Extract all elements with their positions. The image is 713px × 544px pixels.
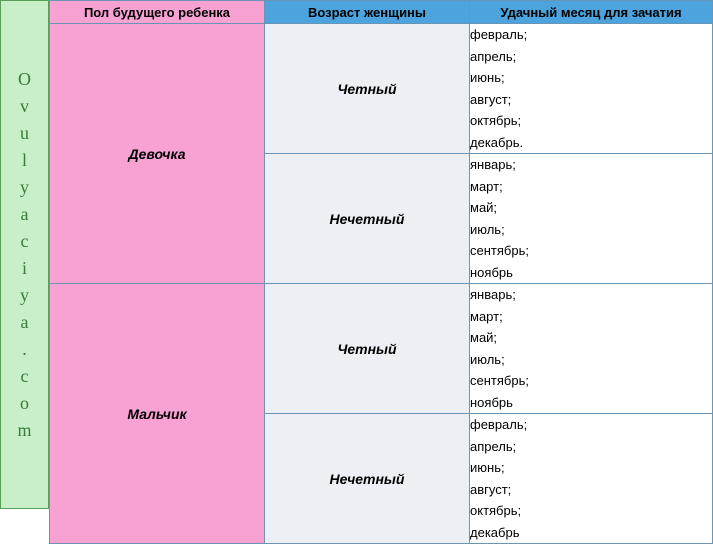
brand-letter: v (20, 93, 29, 120)
cell-age: Нечетный (265, 154, 470, 284)
cell-months: февраль;апрель;июнь;август;октябрь;декаб… (470, 414, 713, 544)
brand-letter: l (22, 147, 27, 174)
month-item: август; (470, 479, 712, 501)
month-item: январь; (470, 154, 712, 176)
header-month: Удачный месяц для зачатия (470, 1, 713, 24)
table-row: МальчикЧетныйянварь;март;май;июль;сентяб… (50, 284, 713, 414)
cell-months: январь;март;май;июль;сентябрь;ноябрь (470, 284, 713, 414)
cell-sex: Девочка (50, 24, 265, 284)
brand-letter: y (20, 282, 29, 309)
brand-letter: o (20, 390, 29, 417)
brand-letter: u (20, 120, 29, 147)
month-item: февраль; (470, 414, 712, 436)
month-item: июнь; (470, 457, 712, 479)
month-item: июль; (470, 219, 712, 241)
brand-letter: y (20, 174, 29, 201)
brand-letter: a (21, 201, 29, 228)
month-item: март; (470, 306, 712, 328)
month-item: март; (470, 176, 712, 198)
brand-letter: c (21, 228, 29, 255)
month-item: февраль; (470, 24, 712, 46)
month-item: август; (470, 89, 712, 111)
month-item: октябрь; (470, 500, 712, 522)
month-item: декабрь. (470, 132, 712, 154)
cell-age: Четный (265, 284, 470, 414)
month-item: ноябрь (470, 392, 712, 414)
brand-letter: . (22, 336, 27, 363)
side-brand: Ovulyaciya.com (0, 0, 49, 509)
header-age: Возраст женщины (265, 1, 470, 24)
cell-months: февраль;апрель;июнь;август;октябрь;декаб… (470, 24, 713, 154)
cell-sex: Мальчик (50, 284, 265, 544)
month-item: май; (470, 197, 712, 219)
brand-letter: O (18, 66, 31, 93)
table-row: ДевочкаЧетныйфевраль;апрель;июнь;август;… (50, 24, 713, 154)
brand-letter: c (21, 363, 29, 390)
month-item: ноябрь (470, 262, 712, 284)
month-item: сентябрь; (470, 240, 712, 262)
brand-letter: m (17, 417, 31, 444)
brand-letter: i (22, 255, 27, 282)
month-item: июнь; (470, 67, 712, 89)
month-item: апрель; (470, 436, 712, 458)
month-item: апрель; (470, 46, 712, 68)
brand-letter: a (21, 309, 29, 336)
cell-months: январь;март;май;июль;сентябрь;ноябрь (470, 154, 713, 284)
month-item: сентябрь; (470, 370, 712, 392)
month-item: июль; (470, 349, 712, 371)
month-item: октябрь; (470, 110, 712, 132)
month-item: май; (470, 327, 712, 349)
header-sex: Пол будущего ребенка (50, 1, 265, 24)
cell-age: Нечетный (265, 414, 470, 544)
table-wrapper: Ovulyaciya.com Пол будущего ребенка Возр… (0, 0, 713, 509)
table-body: ДевочкаЧетныйфевраль;апрель;июнь;август;… (50, 24, 713, 544)
conception-table: Пол будущего ребенка Возраст женщины Уда… (49, 0, 713, 544)
month-item: январь; (470, 284, 712, 306)
cell-age: Четный (265, 24, 470, 154)
month-item: декабрь (470, 522, 712, 544)
header-row: Пол будущего ребенка Возраст женщины Уда… (50, 1, 713, 24)
